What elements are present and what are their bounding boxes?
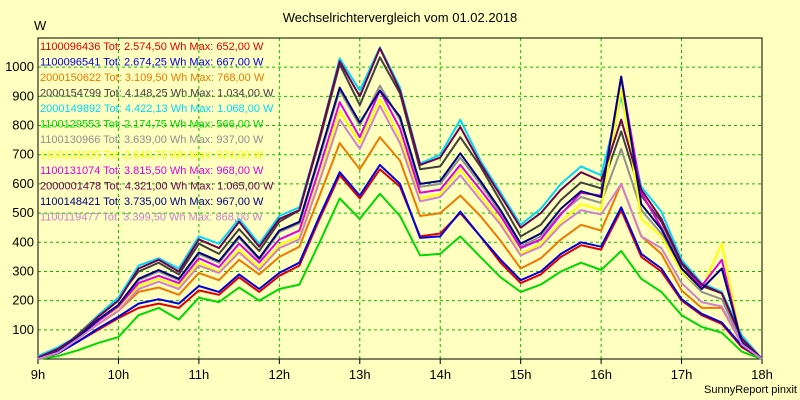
y-tick-label: 600: [12, 176, 34, 191]
y-tick-label: 300: [12, 263, 34, 278]
plot-frame: [37, 37, 763, 360]
series-line: [37, 163, 763, 360]
y-axis: 100 200 300 400 500 600 700 800 900 1000: [5, 59, 34, 337]
y-tick-label: 1000: [5, 59, 34, 74]
x-tick-label: 13h: [349, 367, 371, 382]
series-line: [37, 88, 763, 360]
legend-entry: 2000154799 Tot: 4.148,25 Wh Max: 1.034,0…: [40, 88, 274, 100]
legend-entry: 1100130966 Tot: 3.639,00 Wh Max: 937,00 …: [40, 134, 264, 146]
x-tick-label: 18h: [751, 367, 773, 382]
footer-credit: SunnyReport pinxit: [704, 384, 797, 396]
x-tick-label: 12h: [268, 367, 290, 382]
series-line: [37, 75, 763, 360]
series-line: [37, 192, 763, 360]
y-tick-label: 500: [12, 205, 34, 220]
x-tick-label: 14h: [429, 367, 451, 382]
x-tick-label: 15h: [510, 367, 532, 382]
x-tick-label: 9h: [31, 367, 45, 382]
y-tick-label: 100: [12, 322, 34, 337]
legend-entry: 1100096436 Tot: 2.574,50 Wh Max: 652,00 …: [40, 41, 264, 53]
legend-entry: 2000150622 Tot: 3.109,50 Wh Max: 768,00 …: [40, 72, 265, 84]
y-tick-label: 700: [12, 147, 34, 162]
x-tick-label: 17h: [671, 367, 693, 382]
x-tick-label: 10h: [108, 367, 130, 382]
x-tick-label: 11h: [189, 367, 210, 382]
y-tick-label: 800: [12, 118, 34, 133]
series-line: [37, 75, 763, 360]
series-line: [37, 47, 763, 360]
legend-entry: 1100096541 Tot: 2.674,25 Wh Max: 667,00 …: [40, 57, 264, 69]
x-axis: 9h 10h 11h 12h 13h 14h 15h 16h 17h 18h: [31, 359, 773, 382]
y-axis-unit-label: W: [34, 18, 47, 33]
legend-entry: 1100129553 Tot: 2.174,75 Wh Max: 566,00 …: [40, 119, 264, 131]
legend-entry: 1100131074 Tot: 3.815,50 Wh Max: 968,00 …: [40, 165, 264, 177]
series-line: [37, 104, 763, 360]
x-tick-label: 16h: [590, 367, 612, 382]
legend: 1100096436 Tot: 2.574,50 Wh Max: 652,00 …: [40, 41, 274, 224]
series-line: [37, 168, 763, 360]
legend-entry: 2000149892 Tot: 4.422,13 Wh Max: 1.068,0…: [40, 103, 274, 115]
y-tick-label: 900: [12, 88, 34, 103]
y-tick-label: 400: [12, 234, 34, 249]
series-lines: [37, 46, 763, 360]
legend-entry: 1100131025 Tot: 2.840,75 Wh Max: 924,00 …: [40, 150, 264, 162]
legend-entry: 1100119477 Tot: 3.399,50 Wh Max: 868,00 …: [40, 212, 263, 224]
y-tick-label: 200: [12, 293, 34, 308]
chart-title: Wechselrichtervergleich vom 01.02.2018: [283, 10, 518, 25]
legend-entry: 1100148421 Tot: 3.735,00 Wh Max: 967,00 …: [40, 196, 264, 208]
legend-entry: 2000001478 Tot: 4.321,00 Wh Max: 1.065,0…: [40, 181, 274, 193]
